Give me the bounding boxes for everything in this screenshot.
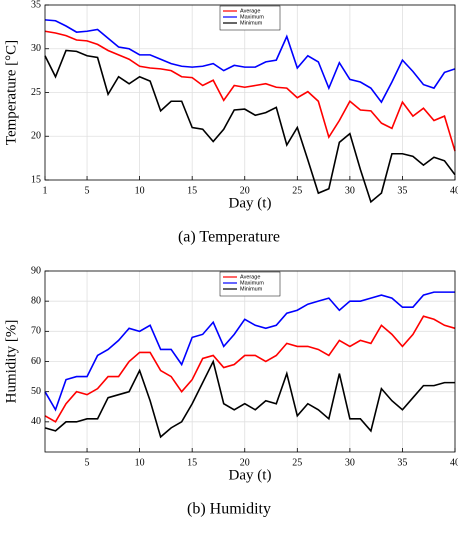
legend-box	[219, 5, 281, 31]
x-tick-label: 1	[43, 185, 48, 196]
x-tick-label: 10	[135, 185, 145, 196]
x-tick-label: 30	[345, 185, 355, 196]
y-tick-label: 90	[31, 265, 41, 276]
x-tick-label: 5	[85, 457, 90, 468]
x-tick-label: 40	[450, 457, 458, 468]
x-tick-label: 10	[135, 457, 145, 468]
plot-frame	[44, 4, 456, 181]
y-tick-label: 60	[31, 356, 41, 367]
x-axis-label: Day (t)	[229, 195, 272, 211]
y-tick-label: 20	[31, 131, 41, 142]
x-tick-label: 20	[240, 457, 250, 468]
x-tick-label: 40	[450, 185, 458, 196]
legend-label: Maximum	[240, 280, 264, 286]
data-line	[44, 19, 456, 104]
data-line	[44, 315, 456, 423]
data-line	[44, 49, 456, 204]
x-tick-label: 20	[240, 185, 250, 196]
x-tick-label: 30	[345, 457, 355, 468]
x-tick-label: 5	[85, 185, 90, 196]
legend-label: Maximum	[240, 14, 264, 20]
x-tick-label: 15	[187, 185, 197, 196]
caption: (a) Temperature	[178, 229, 280, 246]
y-tick-label: 30	[31, 43, 41, 54]
legend-label: Average	[240, 274, 260, 280]
x-axis-label: Day (t)	[229, 467, 272, 483]
x-tick-label: 15	[187, 457, 197, 468]
y-tick-label: 50	[31, 386, 41, 397]
legend-label: Minimum	[240, 286, 263, 292]
plot-frame	[44, 270, 456, 453]
legend-box	[219, 271, 281, 297]
legend-label: Average	[240, 8, 260, 14]
data-line	[44, 359, 455, 439]
data-line	[44, 291, 455, 412]
x-tick-label: 35	[397, 185, 407, 196]
legend-label: Minimum	[240, 20, 263, 26]
x-tick-label: 25	[292, 457, 302, 468]
x-tick-label: 25	[292, 185, 302, 196]
y-tick-label: 15	[31, 174, 41, 185]
y-tick-label: 35	[31, 0, 41, 10]
y-tick-label: 40	[31, 416, 41, 427]
y-tick-label: 70	[31, 326, 41, 337]
y-axis-label: Humidity [%]	[3, 320, 19, 404]
y-axis-label: Temperature [°C]	[3, 40, 19, 145]
y-tick-label: 25	[31, 87, 41, 98]
data-line	[44, 30, 456, 152]
x-tick-label: 35	[397, 457, 407, 468]
y-tick-label: 80	[31, 295, 41, 306]
caption: (b) Humidity	[187, 501, 271, 518]
